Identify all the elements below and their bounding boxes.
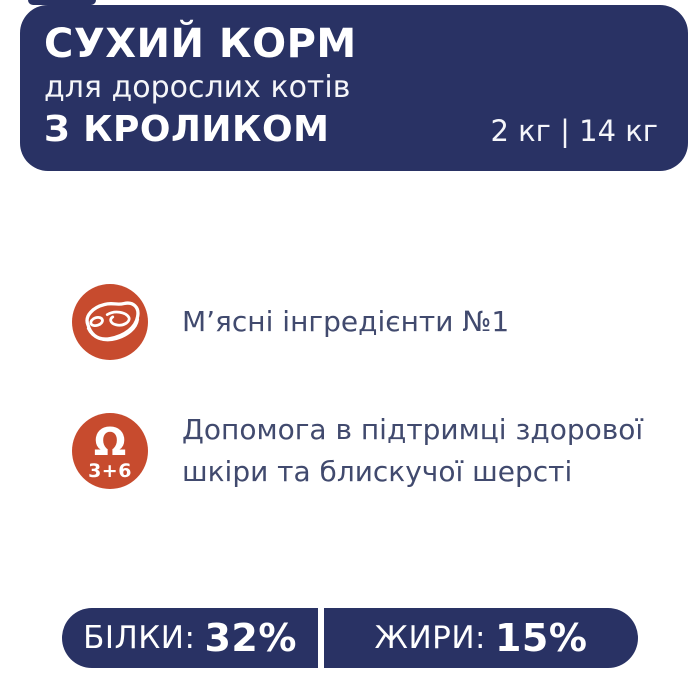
- package-weights: 2 кг | 14 кг: [490, 113, 658, 148]
- steak-icon: [72, 284, 148, 360]
- protein-value: 32%: [204, 616, 297, 660]
- feature-text-omega-line2: шкіри та блискучої шерсті: [182, 455, 573, 488]
- nutrition-stats: БІЛКИ: 32% ЖИРИ: 15%: [62, 608, 638, 668]
- product-subtitle: для дорослих котів: [44, 69, 351, 105]
- protein-label: БІЛКИ:: [83, 620, 196, 656]
- feature-omega-3-6: Ω 3+6 Допомога в підтримці здорової шкір…: [72, 409, 643, 493]
- header-card: СУХИЙ КОРМ для дорослих котів З КРОЛИКОМ…: [20, 5, 688, 171]
- top-card-sliver: [28, 0, 96, 5]
- omega-3-6-icon: Ω 3+6: [72, 413, 148, 489]
- feature-meat-ingredients: М’ясні інгредієнти №1: [72, 284, 509, 360]
- feature-text-omega: Допомога в підтримці здорової шкіри та б…: [182, 409, 643, 493]
- fat-value: 15%: [494, 616, 588, 660]
- header-bottom-row: З КРОЛИКОМ 2 кг | 14 кг: [44, 109, 658, 150]
- fat-label: ЖИРИ:: [374, 620, 486, 656]
- product-title: СУХИЙ КОРМ: [44, 21, 357, 67]
- feature-text-omega-line1: Допомога в підтримці здорової: [182, 413, 644, 446]
- feature-text-meat: М’ясні інгредієнти №1: [182, 305, 510, 338]
- product-variant: З КРОЛИКОМ: [44, 108, 330, 150]
- omega-symbol: Ω: [93, 420, 127, 464]
- omega-3-6-label: 3+6: [88, 460, 132, 482]
- protein-badge: БІЛКИ: 32%: [62, 608, 318, 668]
- fat-badge: ЖИРИ: 15%: [324, 608, 638, 668]
